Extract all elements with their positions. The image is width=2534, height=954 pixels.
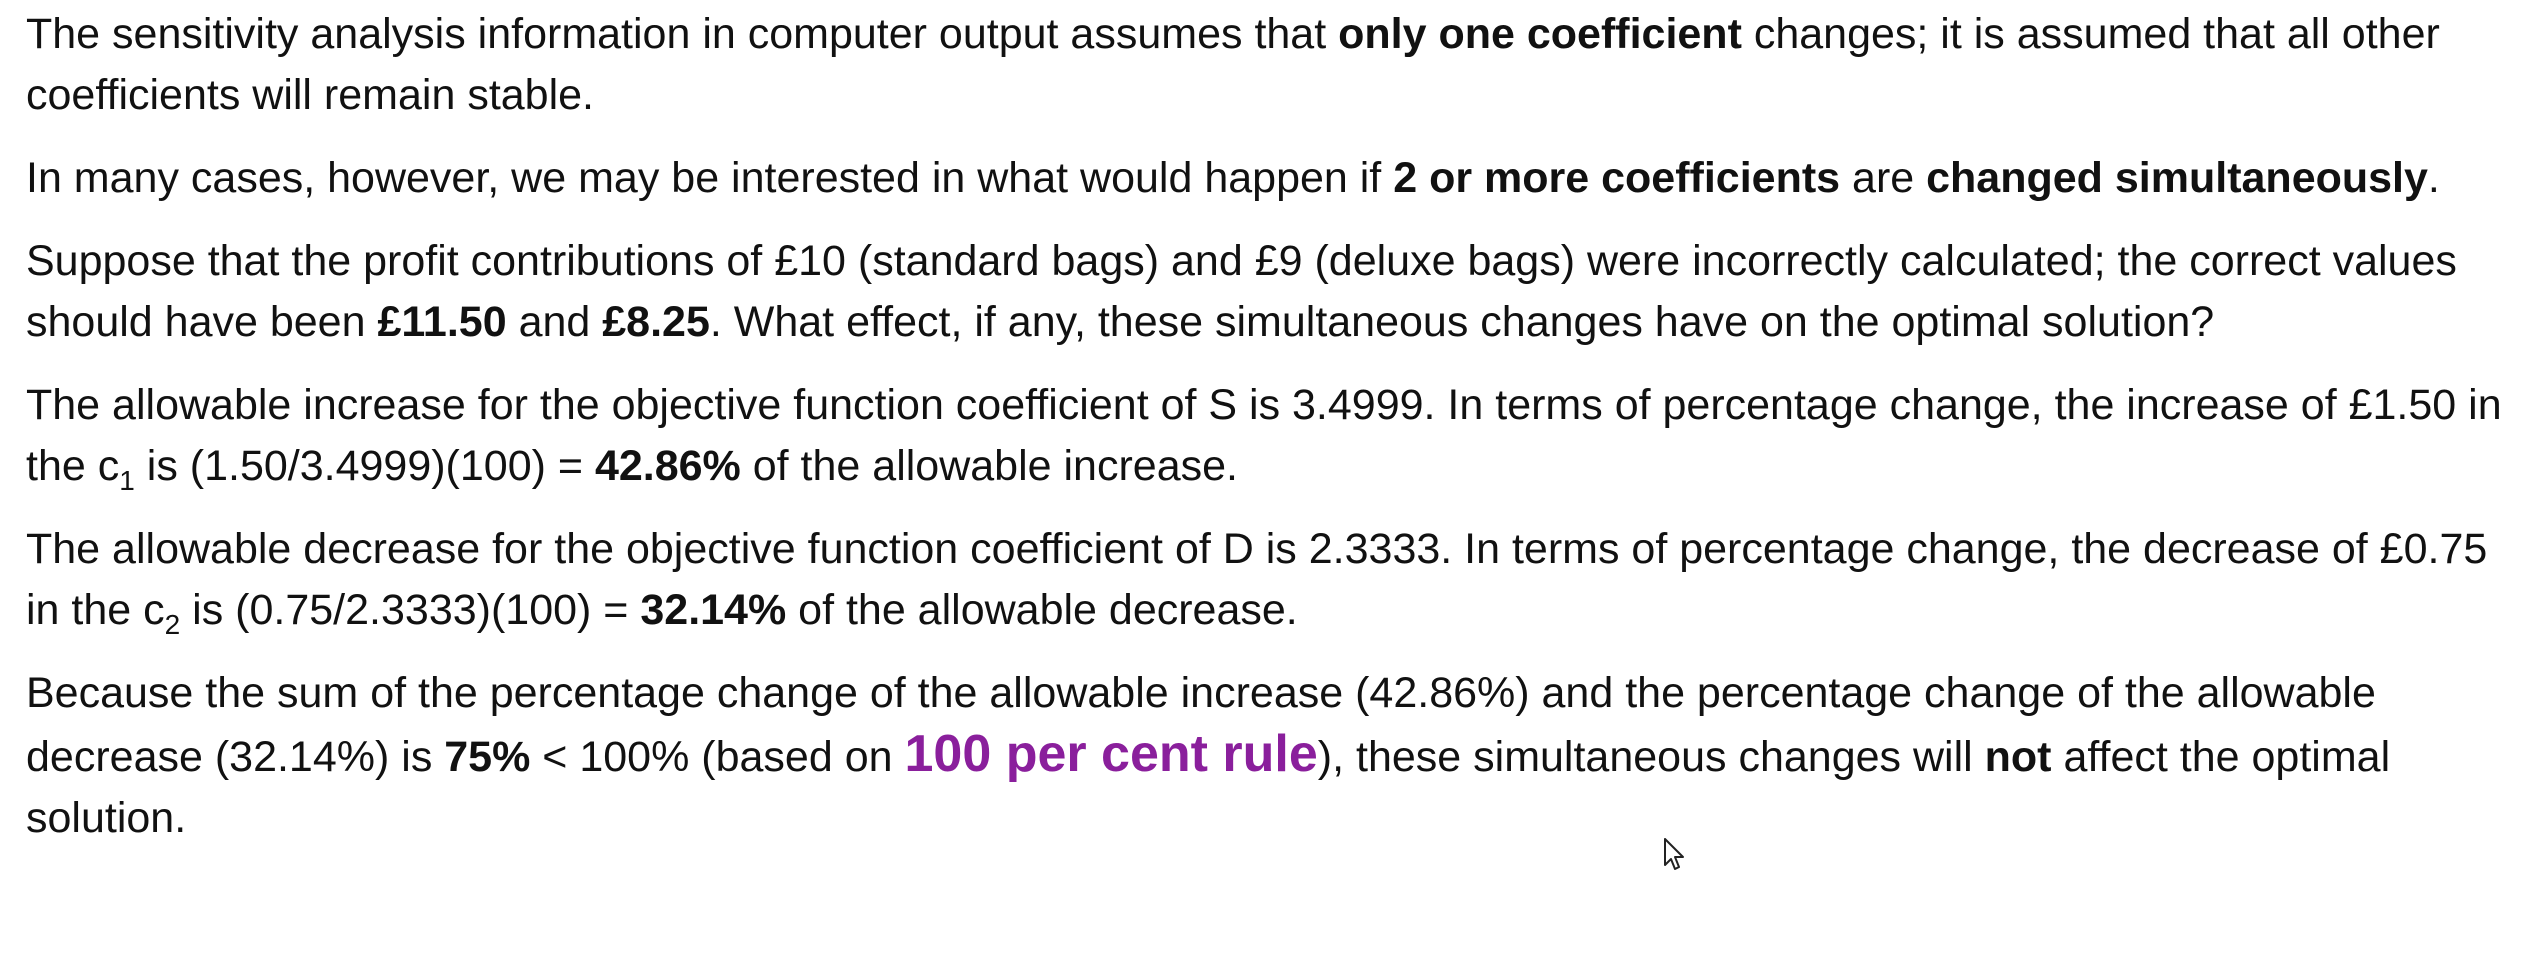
paragraph-allowable-increase: The allowable increase for the objective… — [26, 375, 2532, 497]
bold-text: only one coefficient — [1338, 10, 1742, 58]
bold-text: changed simultaneously — [1926, 154, 2428, 202]
bold-text: £11.50 — [377, 298, 507, 346]
paragraph-sensitivity-assumption: The sensitivity analysis information in … — [26, 4, 2532, 126]
text: Because the sum of the percentage change… — [26, 669, 2376, 781]
text: are — [1840, 154, 1927, 202]
text: The sensitivity analysis information in … — [26, 10, 1339, 58]
bold-text: 2 or more coefficients — [1393, 154, 1841, 202]
text: affect the optimal solution. — [26, 733, 2391, 842]
text: . What effect, if any, these simultaneou… — [709, 298, 2215, 346]
text: In many cases, however, we may be intere… — [26, 154, 1394, 202]
text: changes; it is assumed that all other co… — [26, 10, 2440, 119]
paragraph-profit-example: Suppose that the profit contributions of… — [26, 231, 2532, 353]
text: Suppose that the profit contributions of… — [26, 237, 2457, 346]
bold-text: 32.14% — [640, 586, 787, 634]
hundred-percent-rule-highlight: 100 per cent rule — [904, 725, 1318, 783]
paragraph-conclusion: Because the sum of the percentage change… — [26, 663, 2532, 849]
text: ), these simultaneous changes will — [1317, 733, 1985, 781]
paragraph-simultaneous-changes: In many cases, however, we may be intere… — [26, 148, 2532, 209]
text: The allowable increase for the objective… — [26, 381, 2502, 490]
text: of the allowable increase. — [740, 442, 1238, 490]
paragraph-allowable-decrease: The allowable decrease for the objective… — [26, 519, 2532, 641]
text: < 100% (based on — [530, 733, 905, 781]
text: is (1.50/3.4999)(100) = — [134, 442, 595, 490]
text: of the allowable decrease. — [786, 586, 1298, 634]
subscript: 1 — [119, 465, 135, 496]
subscript: 2 — [164, 609, 181, 640]
mouse-pointer-icon-svg — [1664, 838, 1684, 870]
text: The allowable decrease for the objective… — [26, 525, 2488, 634]
bold-text: 42.86% — [594, 442, 741, 490]
text: and — [506, 298, 603, 346]
bold-text: £8.25 — [602, 298, 710, 346]
slide-content: The sensitivity analysis information in … — [26, 4, 2532, 871]
text: . — [2427, 154, 2440, 202]
text: is (0.75/2.3333)(100) = — [180, 586, 641, 634]
bold-text: 75% — [444, 733, 531, 781]
bold-text: not — [1984, 733, 2052, 781]
